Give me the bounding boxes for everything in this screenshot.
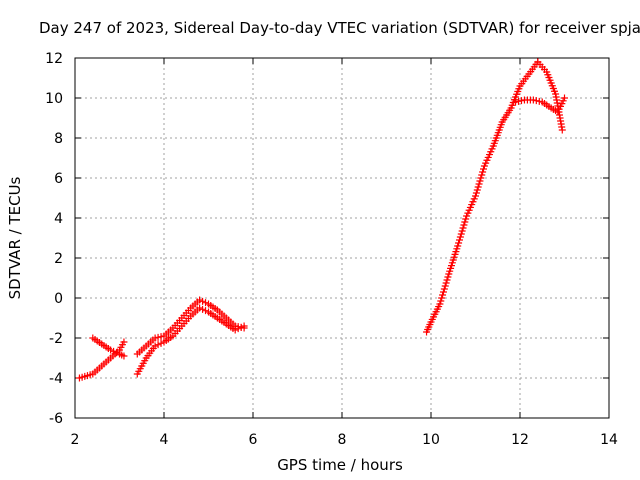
data-point	[535, 97, 543, 105]
grid-layer	[75, 58, 609, 418]
data-point	[456, 233, 464, 241]
x-tick-label: 14	[600, 432, 618, 448]
data-point	[480, 165, 488, 173]
data-point	[441, 282, 449, 290]
data-point	[231, 322, 239, 330]
series-track-3-lower-plateau	[512, 94, 568, 116]
data-point	[439, 288, 447, 296]
data-point	[444, 273, 452, 281]
data-point	[440, 285, 448, 293]
y-tick-label: 0	[54, 291, 63, 307]
data-point	[459, 224, 467, 232]
data-point	[436, 300, 444, 308]
data-point	[479, 168, 487, 176]
data-point	[529, 96, 537, 104]
data-point	[515, 97, 523, 105]
series-layer	[75, 58, 568, 382]
data-point	[458, 227, 466, 235]
data-point	[154, 333, 162, 341]
data-point	[473, 186, 481, 194]
series-track-2-lower	[133, 304, 248, 378]
x-tick-label: 4	[160, 432, 169, 448]
data-point	[457, 230, 465, 238]
data-point	[202, 307, 210, 315]
data-point	[462, 215, 470, 223]
data-point	[477, 174, 485, 182]
data-point	[442, 279, 450, 287]
data-point	[196, 296, 204, 304]
y-tick-label: 8	[54, 131, 63, 147]
data-point	[475, 180, 483, 188]
data-point	[120, 338, 128, 346]
data-point	[151, 342, 159, 350]
data-point	[157, 339, 165, 347]
data-point	[472, 189, 480, 197]
series-track-3-climb	[423, 58, 542, 336]
data-point	[120, 352, 128, 360]
data-point	[478, 171, 486, 179]
series-track-1-rising	[75, 338, 128, 382]
data-point	[151, 334, 159, 342]
y-tick-label: 4	[54, 211, 63, 227]
data-point	[237, 323, 245, 331]
data-point	[199, 305, 207, 313]
data-point	[439, 291, 447, 299]
series-track-1-falling	[89, 334, 128, 360]
data-point	[154, 341, 162, 349]
data-point	[196, 304, 204, 312]
data-point	[472, 192, 479, 200]
y-axis-label: SDTVAR / TECUs	[6, 176, 24, 299]
data-point	[517, 97, 525, 105]
data-point	[157, 333, 165, 341]
data-point	[461, 218, 469, 226]
data-point	[443, 276, 451, 284]
y-tick-label: -6	[49, 411, 63, 427]
data-point	[455, 236, 463, 244]
data-point	[438, 294, 446, 302]
x-axis-label: GPS time / hours	[277, 456, 403, 474]
data-point	[558, 126, 566, 134]
y-tick-label: -4	[49, 371, 63, 387]
data-point	[437, 297, 445, 305]
data-point	[107, 346, 115, 354]
y-tick-label: -2	[49, 331, 63, 347]
data-point	[202, 299, 210, 307]
y-tick-label: 2	[54, 251, 63, 267]
x-tick-label: 2	[71, 432, 80, 448]
data-point	[476, 177, 484, 185]
data-point	[532, 97, 540, 105]
data-point	[561, 94, 568, 102]
data-point	[240, 324, 248, 332]
data-point	[455, 239, 463, 247]
series-track-2-upper	[133, 296, 248, 358]
chart-title: Day 247 of 2023, Sidereal Day-to-day VTE…	[39, 19, 640, 37]
y-tick-label: 12	[45, 51, 63, 67]
data-point	[460, 221, 468, 229]
x-tick-label: 8	[338, 432, 347, 448]
y-tick-label: 6	[54, 171, 63, 187]
data-point	[474, 183, 482, 191]
data-point	[199, 297, 207, 305]
data-point	[234, 323, 242, 331]
x-tick-label: 6	[249, 432, 258, 448]
x-tick-label: 12	[511, 432, 529, 448]
x-tick-label: 10	[422, 432, 440, 448]
axis-layer: 2 4 6 8 10 12 14 -6 -4 -2 0 2 4 6 8 10 12	[45, 51, 618, 448]
series-track-3-upper-peak	[534, 58, 566, 134]
data-point	[454, 242, 462, 250]
y-tick-label: 10	[45, 91, 63, 107]
data-point	[512, 98, 520, 106]
